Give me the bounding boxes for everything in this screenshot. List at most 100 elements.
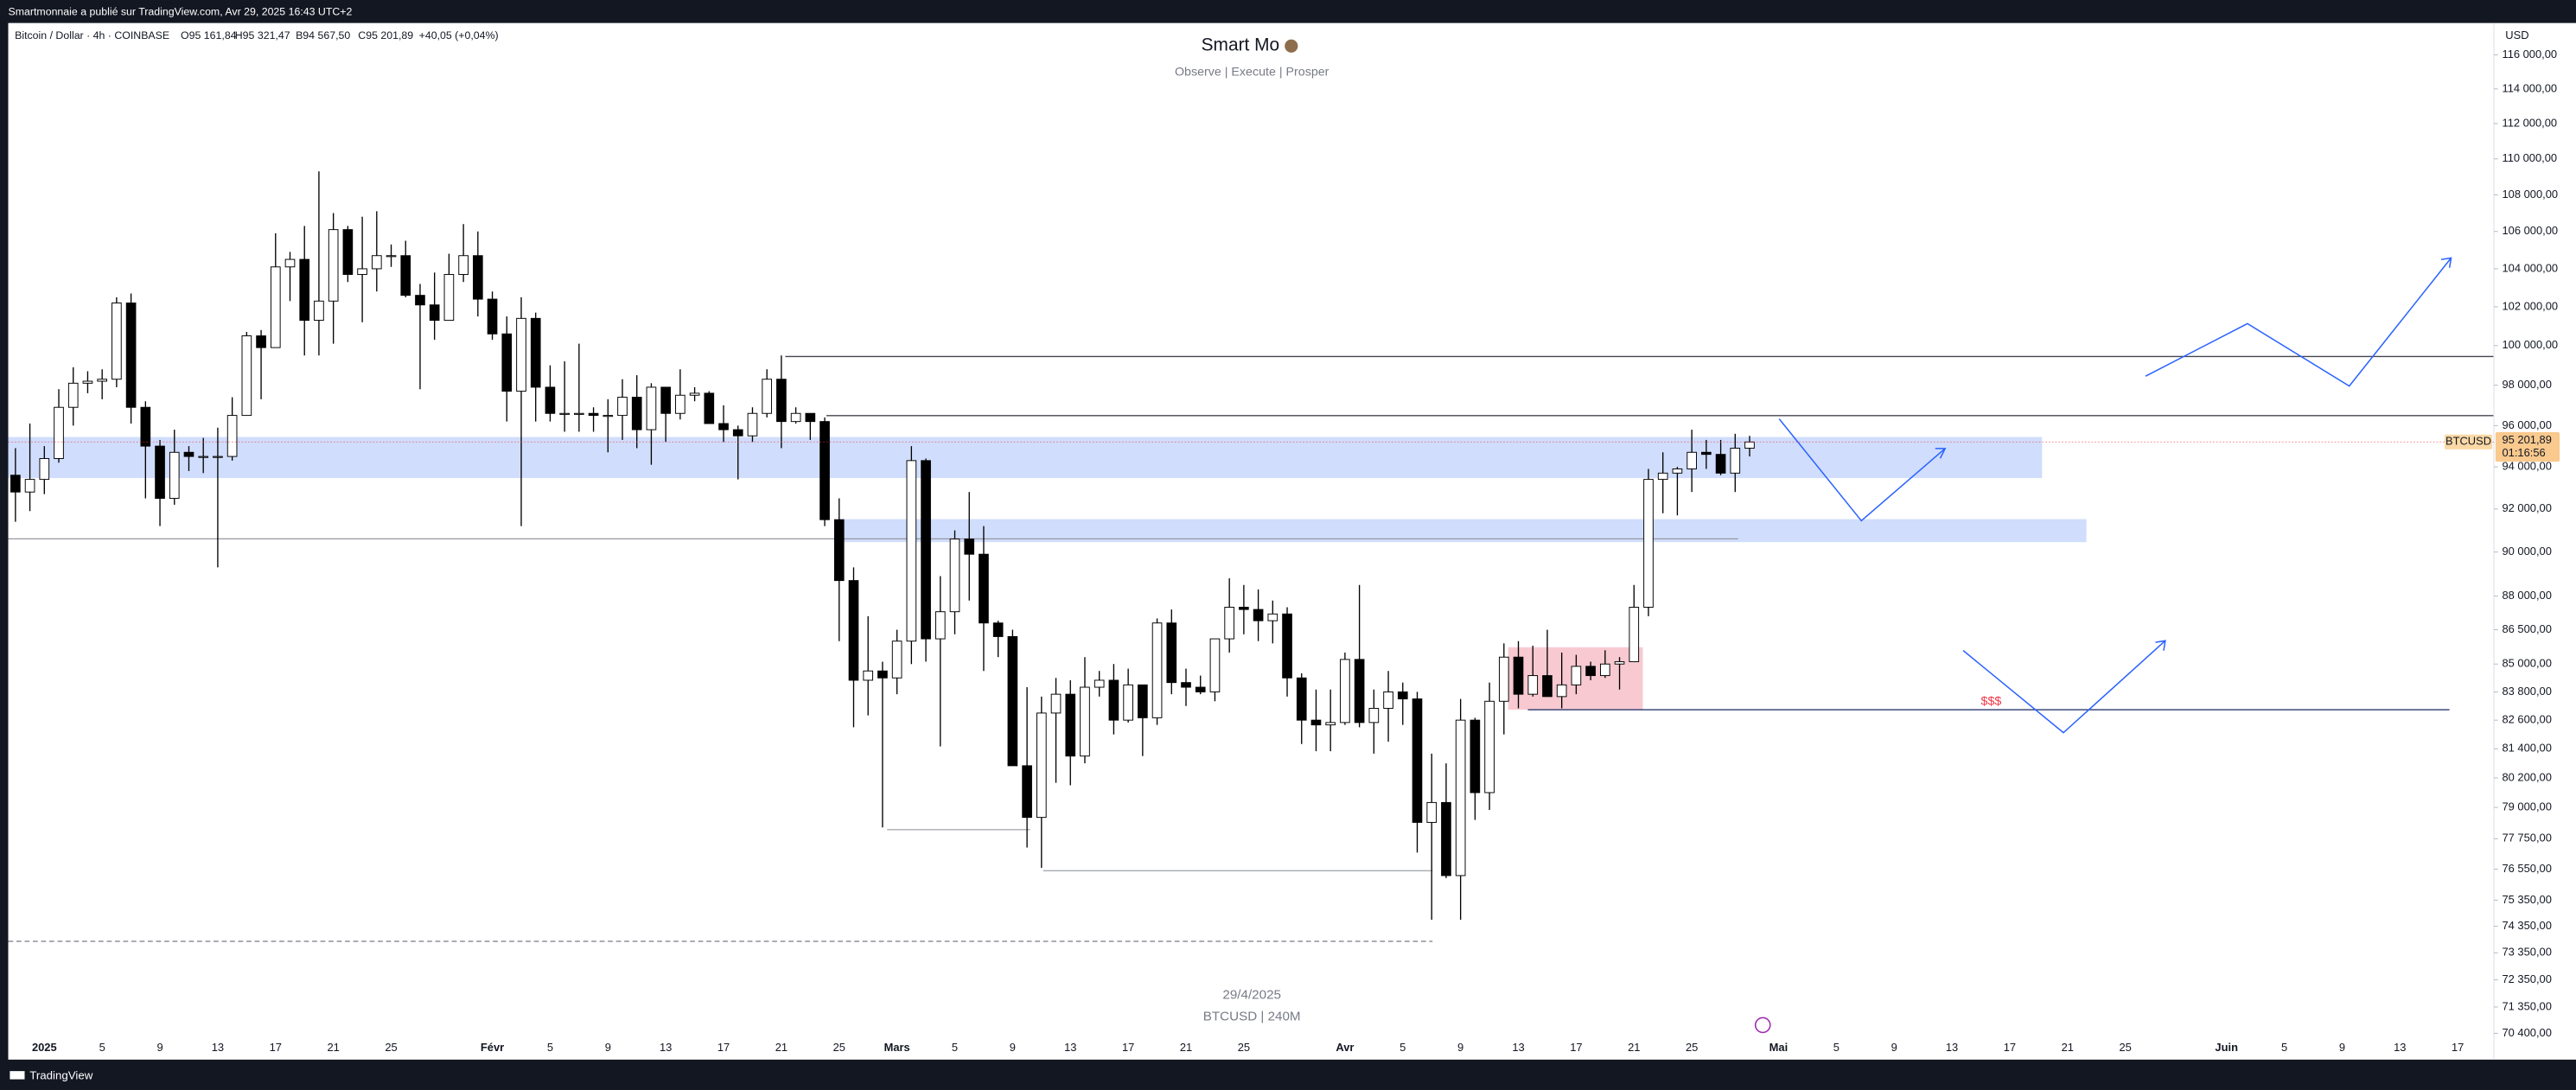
x-tick-label: 25 bbox=[1238, 1041, 1250, 1054]
y-tick-label: 85 000,00 bbox=[2502, 657, 2551, 670]
y-tick-label: 102 000,00 bbox=[2502, 299, 2558, 312]
candle-body bbox=[833, 519, 845, 582]
brand-logo bbox=[10, 1071, 25, 1080]
x-tick-label: Mai bbox=[1769, 1041, 1789, 1054]
title-icon bbox=[1285, 39, 1298, 53]
y-tick-label: 108 000,00 bbox=[2502, 188, 2558, 201]
candle-body bbox=[1195, 686, 1206, 692]
x-tick-label: 5 bbox=[547, 1041, 553, 1054]
candle-body bbox=[1513, 656, 1524, 695]
candle-body bbox=[1310, 719, 1322, 726]
candle-body bbox=[183, 451, 194, 457]
candle-body bbox=[140, 406, 151, 447]
candle-body bbox=[819, 421, 830, 520]
candle-body bbox=[1614, 661, 1625, 665]
candle-body bbox=[1151, 622, 1163, 718]
y-tick-label: 79 000,00 bbox=[2502, 800, 2551, 813]
candle-body bbox=[1354, 659, 1365, 723]
candle-body bbox=[617, 397, 628, 417]
candle-body bbox=[213, 456, 223, 458]
x-tick-label: 17 bbox=[1570, 1041, 1582, 1054]
candle-body bbox=[1209, 638, 1221, 692]
y-tick-label: 72 350,00 bbox=[2502, 972, 2551, 985]
candle-body bbox=[1672, 469, 1683, 474]
x-tick-label: 25 bbox=[2119, 1041, 2131, 1054]
candle-body bbox=[949, 539, 960, 613]
legend-ohlc: C95 201,89 bbox=[358, 29, 413, 41]
event-icon[interactable] bbox=[1754, 1017, 1771, 1034]
x-tick-label: 9 bbox=[605, 1041, 611, 1054]
candle-body bbox=[979, 553, 989, 624]
y-tick-label: 76 550,00 bbox=[2502, 862, 2551, 875]
countdown-label: 01:16:56 bbox=[2502, 446, 2545, 459]
candles bbox=[10, 171, 1755, 921]
watermark: BTCUSD | 240M bbox=[1203, 1009, 1301, 1023]
candle-body bbox=[1715, 454, 1726, 474]
candle-body bbox=[1383, 691, 1393, 709]
candle-body bbox=[545, 386, 556, 414]
candle-body bbox=[1397, 691, 1408, 700]
candle-body bbox=[790, 412, 801, 423]
x-tick-label: 9 bbox=[2339, 1041, 2345, 1054]
candle-body bbox=[762, 379, 773, 414]
y-tick-label: 83 800,00 bbox=[2502, 685, 2551, 698]
x-tick-label: 21 bbox=[1180, 1041, 1192, 1054]
candle-body bbox=[67, 382, 79, 408]
x-tick-label: 21 bbox=[1628, 1041, 1640, 1054]
x-tick-label: 9 bbox=[1457, 1041, 1463, 1054]
x-tick-label: 25 bbox=[385, 1041, 397, 1054]
candle-body bbox=[39, 457, 50, 481]
candle-body bbox=[112, 303, 122, 380]
y-tick-label: 88 000,00 bbox=[2502, 589, 2551, 602]
candle-body bbox=[848, 580, 859, 681]
x-tick-label: 25 bbox=[1686, 1041, 1698, 1054]
candle-body bbox=[1600, 663, 1610, 677]
candle-body bbox=[54, 406, 64, 459]
x-tick-label: Févr bbox=[481, 1041, 504, 1054]
candle-body bbox=[443, 274, 455, 322]
y-tick-label: 82 600,00 bbox=[2502, 713, 2551, 726]
candle-body bbox=[1340, 659, 1350, 723]
x-tick-label: 2025 bbox=[32, 1041, 57, 1054]
candle-body bbox=[964, 539, 975, 555]
y-tick-label: 98 000,00 bbox=[2502, 378, 2551, 391]
projection-path bbox=[2145, 257, 2452, 387]
candle-body bbox=[1556, 684, 1567, 698]
y-tick-label: 94 000,00 bbox=[2502, 459, 2551, 472]
projection-path bbox=[1778, 418, 1946, 522]
candle-body bbox=[689, 392, 700, 396]
candle-body bbox=[24, 479, 35, 493]
chart-title: Smart Mo bbox=[1202, 35, 1280, 55]
candle-body bbox=[1166, 622, 1177, 684]
candle-body bbox=[1007, 635, 1018, 767]
candle-body bbox=[660, 386, 671, 414]
y-tick-label: 86 500,00 bbox=[2502, 622, 2551, 635]
candle-body bbox=[371, 255, 382, 270]
y-tick-label: 77 750,00 bbox=[2502, 832, 2551, 845]
candle-body bbox=[82, 380, 93, 384]
price-label: 95 201,89 bbox=[2502, 433, 2551, 446]
candle-body bbox=[328, 229, 339, 302]
x-tick-label: 9 bbox=[1010, 1041, 1016, 1054]
annotation: $$$ bbox=[1981, 694, 2002, 708]
arrow-head bbox=[2441, 257, 2452, 268]
candle-body bbox=[1239, 607, 1249, 610]
candle-body bbox=[314, 300, 324, 322]
candle-body bbox=[1267, 613, 1278, 621]
currency-label[interactable]: USD bbox=[2505, 29, 2528, 41]
candle-body bbox=[588, 412, 599, 417]
candle-body bbox=[1050, 693, 1062, 714]
y-tick-label: 92 000,00 bbox=[2502, 501, 2551, 514]
candle-body bbox=[1657, 472, 1668, 481]
y-tick-label: 106 000,00 bbox=[2502, 224, 2558, 237]
y-tick-label: 90 000,00 bbox=[2502, 545, 2551, 558]
candle-body bbox=[357, 268, 367, 275]
candle-body bbox=[1527, 675, 1539, 695]
candle-body bbox=[1181, 682, 1191, 688]
x-tick-label: 13 bbox=[1946, 1041, 1958, 1054]
x-tick-label: 21 bbox=[327, 1041, 339, 1054]
candle-body bbox=[226, 415, 238, 457]
x-tick-label: 5 bbox=[1833, 1041, 1840, 1054]
